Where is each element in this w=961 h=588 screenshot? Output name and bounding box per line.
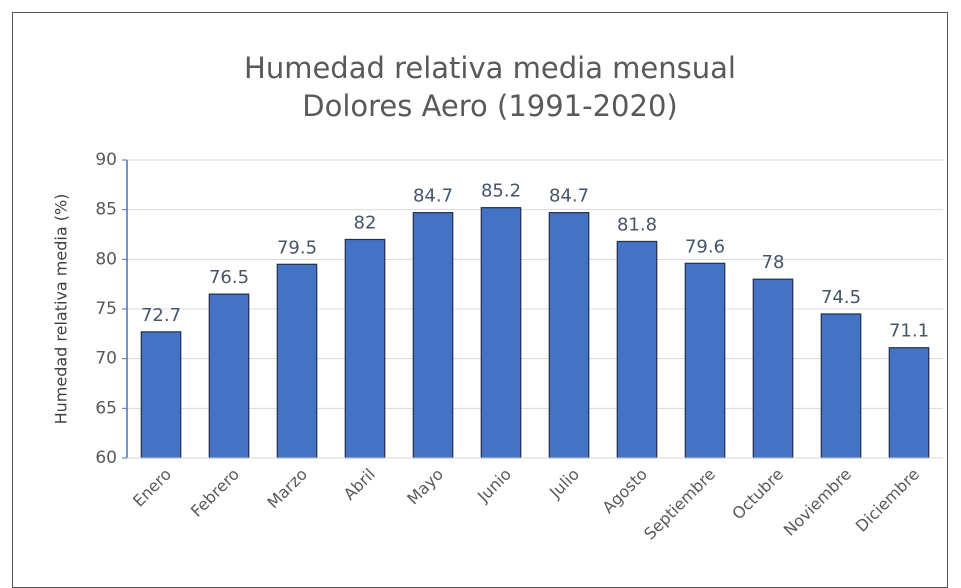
data-label: 78 [762, 252, 785, 273]
bar [888, 347, 930, 459]
bar [412, 212, 454, 459]
data-label: 71.1 [889, 321, 929, 342]
bar [820, 313, 862, 459]
bar [344, 238, 386, 459]
bar [480, 207, 522, 459]
bar [752, 278, 794, 459]
bar [684, 262, 726, 459]
bar [208, 293, 250, 459]
chart-subtitle: Dolores Aero (1991-2020) [302, 89, 677, 123]
bar [548, 212, 590, 459]
data-label: 79.5 [277, 237, 317, 258]
y-tick-label: 65 [95, 398, 117, 418]
bar [140, 331, 182, 459]
data-label: 82 [354, 212, 377, 233]
data-label: 76.5 [209, 267, 249, 288]
data-label: 85.2 [481, 181, 521, 202]
data-label: 81.8 [617, 214, 657, 235]
y-tick-label: 75 [95, 299, 117, 319]
y-tick-label: 90 [95, 150, 117, 170]
y-axis-label: Humedad relativa media (%) [52, 194, 71, 425]
bar [616, 240, 658, 459]
y-tick-label: 70 [95, 349, 117, 369]
y-tick-label: 80 [95, 249, 117, 269]
y-tick-label: 60 [95, 448, 117, 468]
y-tick-label: 85 [95, 200, 117, 220]
chart-title: Humedad relativa media mensual [244, 51, 736, 85]
data-label: 74.5 [821, 287, 861, 308]
data-label: 79.6 [685, 236, 725, 257]
data-label: 72.7 [141, 305, 181, 326]
data-label: 84.7 [413, 186, 453, 207]
data-label: 84.7 [549, 186, 589, 207]
bar [276, 263, 318, 459]
